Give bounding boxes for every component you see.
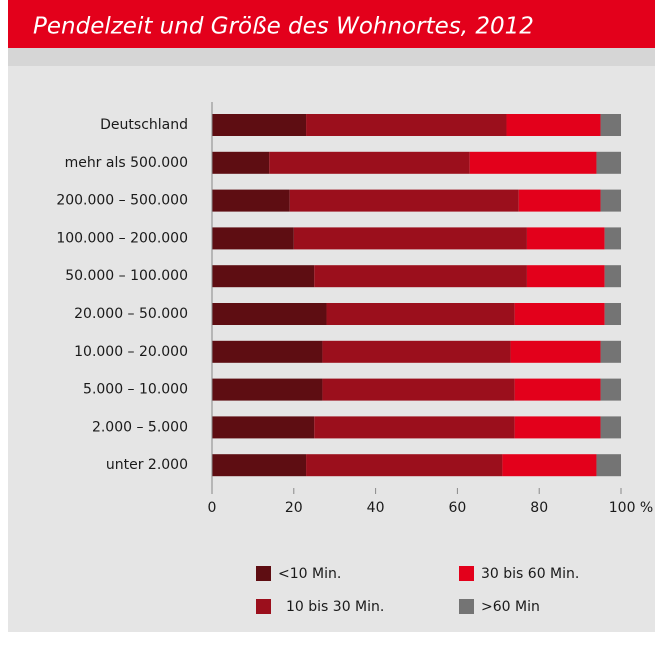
y-tick-label: 2.000 – 5.000 [92, 419, 188, 435]
y-tick-label: 200.000 – 500.000 [56, 193, 188, 209]
bar-segment [502, 454, 597, 477]
bar-segment [322, 378, 515, 401]
bar-segment [269, 151, 470, 174]
title-banner [8, 0, 655, 48]
bar-segment [212, 151, 270, 174]
legend-label: 10 bis 30 Min. [286, 599, 384, 615]
chart-title: Pendelzeit und Größe des Wohnortes, 2012 [33, 14, 534, 40]
bar-segment [212, 454, 307, 477]
bar-segment [526, 227, 605, 250]
y-tick-label: 5.000 – 10.000 [83, 382, 188, 398]
bar-segment [306, 114, 507, 136]
bar-segment [514, 303, 605, 325]
bar-segment [289, 189, 519, 212]
x-tick-label: 60 [448, 500, 466, 516]
y-tick-label: 20.000 – 50.000 [74, 306, 188, 322]
bar-segment [596, 454, 621, 477]
legend-label: >60 Min [481, 599, 540, 615]
bar-segment [600, 340, 621, 363]
x-tick-label: 40 [367, 500, 385, 516]
bar-segment [506, 114, 601, 136]
bar-segment [306, 454, 503, 477]
bar-segment [596, 151, 621, 174]
bar-segment [600, 114, 621, 136]
y-tick-label: Deutschland [100, 117, 188, 133]
bar-segment [510, 340, 601, 363]
legend-label: <10 Min. [278, 566, 341, 582]
bar-segment [322, 340, 511, 363]
bar-segment [314, 416, 515, 439]
x-tick-label: 0 [208, 500, 217, 516]
legend-swatch [459, 599, 474, 614]
bar-segment [604, 227, 621, 250]
title-strip [8, 48, 655, 66]
bar-segment [212, 265, 315, 288]
y-tick-label: mehr als 500.000 [65, 155, 188, 171]
y-tick-label: 10.000 – 20.000 [74, 344, 188, 360]
bar-segment [293, 227, 527, 250]
bar-segment [314, 265, 527, 288]
bar-segment [600, 416, 621, 439]
bar-segment [514, 378, 601, 401]
bar-segment [518, 189, 601, 212]
bar-segment [604, 265, 621, 288]
bar-segment [600, 378, 621, 401]
legend-label: 30 bis 60 Min. [481, 566, 579, 582]
bar-segment [212, 227, 294, 250]
legend-swatch [459, 566, 474, 581]
y-tick-label: 100.000 – 200.000 [56, 230, 188, 246]
bar-segment [326, 303, 515, 325]
y-tick-label: 50.000 – 100.000 [65, 268, 188, 284]
bar-segment [212, 303, 327, 325]
x-tick-label: 100 % [609, 500, 653, 516]
legend-swatch [256, 566, 271, 581]
x-tick-label: 80 [530, 500, 548, 516]
bar-segment [212, 189, 290, 212]
bar-segment [212, 340, 323, 363]
legend-swatch [256, 599, 271, 614]
bar-segment [212, 114, 307, 136]
bar-segment [212, 378, 323, 401]
bar-segment [526, 265, 605, 288]
bar-segment [604, 303, 621, 325]
x-tick-label: 20 [285, 500, 303, 516]
bar-segment [212, 416, 315, 439]
y-tick-label: unter 2.000 [106, 457, 188, 473]
bar-segment [514, 416, 601, 439]
bar-segment [600, 189, 621, 212]
bar-segment [469, 151, 597, 174]
